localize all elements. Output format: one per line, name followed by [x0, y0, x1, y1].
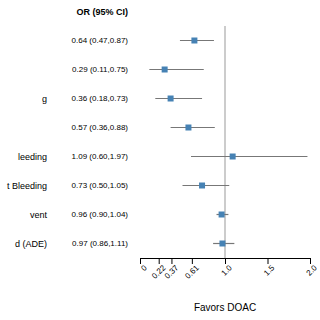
x-tick-mark [159, 258, 160, 264]
row-tick: g [42, 94, 47, 104]
ci-line [183, 185, 230, 186]
ci-line [171, 127, 215, 128]
x-tick-mark [192, 258, 193, 264]
point-estimate [219, 241, 225, 247]
x-tick: 1.5 [262, 258, 277, 278]
x-tick: 0 [139, 258, 149, 273]
row-label-axis: g leeding t Bleeding vent d (ADE) [7, 94, 48, 249]
ci-line [155, 98, 202, 99]
value-label: 0.97 (0.86,1.11) [72, 239, 128, 248]
row-tick: vent [30, 210, 48, 220]
x-tick-label: 0 [139, 263, 149, 273]
chart-container: 00.220.370.611.01.52.0Favors DOACgleedin… [0, 0, 320, 320]
row-label: g [42, 94, 47, 104]
x-tick-label: 1.0 [220, 263, 235, 278]
x-tick-label: 0.37 [163, 263, 181, 281]
ci-line [149, 69, 203, 70]
row-tick: d (ADE) [15, 239, 47, 249]
value-label: 0.73 (0.50,1.05) [72, 181, 129, 190]
point-estimate [191, 38, 197, 44]
row-tick: leeding [18, 152, 47, 162]
point-estimate [199, 183, 205, 189]
x-tick-mark [171, 258, 172, 264]
value-label: 0.64 (0.47,0.87) [72, 36, 129, 45]
x-tick-mark [310, 258, 311, 264]
x-tick-label: 1.5 [262, 263, 277, 278]
row-label: d (ADE) [15, 239, 47, 249]
x-tick: 1.0 [220, 258, 235, 278]
value-label: 0.57 (0.36,0.88) [72, 123, 129, 132]
row-tick: t Bleeding [7, 181, 47, 191]
ci-lines [149, 41, 307, 244]
value-label: 0.36 (0.18,0.73) [72, 94, 129, 103]
point-estimate [219, 212, 225, 218]
point-estimate [162, 67, 168, 73]
value-label: 0.29 (0.11,0.75) [72, 65, 128, 74]
value-labels: 0.64 (0.47,0.87) 0.29 (0.11,0.75) 0.36 (0.… [72, 36, 129, 248]
x-tick-label: 0.61 [183, 263, 201, 281]
row-label: leeding [18, 152, 47, 162]
x-tick: 2.0 [305, 258, 320, 278]
x-axis-line [141, 259, 311, 265]
point-estimates [162, 38, 236, 247]
x-axis: 00.220.370.611.01.52.0 [139, 258, 319, 281]
point-estimate [230, 154, 236, 160]
row-label: t Bleeding [7, 181, 47, 191]
x-tick-label: 2.0 [305, 263, 320, 278]
x-tick: 0.61 [183, 258, 201, 281]
ci-line [191, 156, 307, 157]
point-estimate [185, 125, 191, 131]
x-tick-mark [268, 258, 269, 264]
x-tick: 0.37 [163, 258, 181, 281]
reference-line [225, 26, 226, 258]
chart-svg: 00.220.370.611.01.52.0Favors DOACgleedin… [0, 0, 320, 320]
x-tick-mark [225, 258, 226, 264]
value-label: 1.09 (0.60,1.97) [72, 152, 129, 161]
x-axis-label: Favors DOAC [194, 302, 256, 313]
column-header: OR (95% CI) [76, 7, 128, 17]
x-tick-mark [140, 258, 141, 264]
plot-marks [149, 26, 307, 258]
row-label: vent [30, 210, 48, 220]
value-label: 0.96 (0.90,1.04) [72, 210, 129, 219]
point-estimate [168, 96, 174, 102]
